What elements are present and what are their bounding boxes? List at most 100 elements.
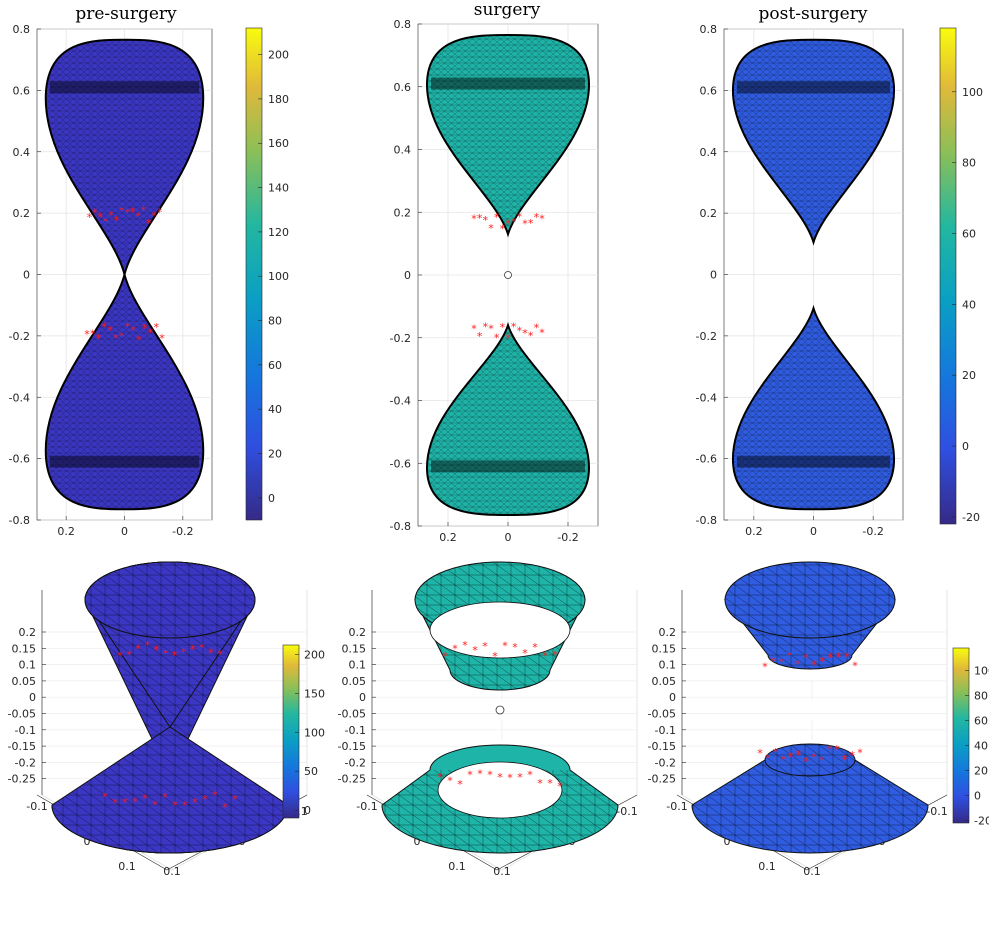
panels: 0.80.60.40.20-0.2-0.4-0.6-0.80.2 0 -0.2* * *… xyxy=(8,18,989,878)
red-marker: * xyxy=(542,649,548,662)
colorbar-tick-label: 40 xyxy=(974,740,988,753)
z-tick-label: 0 xyxy=(359,691,366,704)
cone-upper-cap-mesh xyxy=(725,562,895,638)
red-marker: * xyxy=(517,211,523,224)
cut-markers-upper: ************ xyxy=(117,639,223,662)
red-marker: * xyxy=(557,780,563,793)
surface-upper-mesh xyxy=(732,39,895,243)
y-tick-label: -0.4 xyxy=(696,391,717,404)
red-marker: * xyxy=(482,640,488,653)
surface-lower-band xyxy=(49,455,200,468)
red-marker: * xyxy=(130,205,136,218)
red-marker: * xyxy=(135,210,141,223)
red-marker: * xyxy=(803,651,809,664)
red-marker: * xyxy=(826,743,832,756)
red-marker: * xyxy=(534,211,540,224)
colorbar-tick-label: 40 xyxy=(268,403,282,416)
colorbar-tick-label: 80 xyxy=(974,690,988,703)
y-tick-label: -0.2 xyxy=(390,332,411,345)
x-tick-label-3d: 0.1 xyxy=(118,860,136,873)
z-tick-label: 0.2 xyxy=(19,626,37,639)
red-marker: * xyxy=(126,648,132,661)
x-tick-label: 0 xyxy=(121,525,128,538)
red-marker: * xyxy=(511,216,517,229)
red-marker: * xyxy=(135,642,141,655)
red-marker: * xyxy=(96,332,102,345)
red-marker: * xyxy=(517,771,523,784)
red-marker: * xyxy=(232,793,238,806)
red-marker: * xyxy=(507,772,513,785)
red-marker: * xyxy=(471,323,477,336)
colorbar xyxy=(939,27,957,525)
y-tick-label: 0.2 xyxy=(700,207,718,220)
red-marker: * xyxy=(141,204,147,217)
z-tick-label: -0.2 xyxy=(15,756,36,769)
surface-lower-mesh xyxy=(45,274,204,510)
red-marker: * xyxy=(483,321,489,334)
title-post-surgery: post-surgery xyxy=(759,4,868,24)
colorbar-tick-label: 40 xyxy=(962,298,976,311)
colorbar-tick-label: 60 xyxy=(962,227,976,240)
red-marker: * xyxy=(182,799,188,812)
cut-markers-lower: * * * * * * * * * * * * * * xyxy=(102,789,238,814)
cut-markers-lower: ************* xyxy=(471,321,545,345)
colorbar-tick-label: 100 xyxy=(304,726,325,739)
z-tick-label: -0.15 xyxy=(338,740,366,753)
red-marker: * xyxy=(795,658,801,671)
red-marker: * xyxy=(122,796,128,809)
y-tick-label-3d: -0.1 xyxy=(616,805,637,818)
red-marker: * xyxy=(836,651,842,664)
red-marker: * xyxy=(102,790,108,803)
y-tick-label: 0.6 xyxy=(700,84,718,97)
surface-upper-mesh xyxy=(45,39,204,275)
red-marker: * xyxy=(857,746,863,759)
red-marker: * xyxy=(539,213,545,226)
z-tick-label: -0.25 xyxy=(8,773,36,786)
x-tick-label: -0.2 xyxy=(862,525,883,538)
red-marker: * xyxy=(834,743,840,756)
red-marker: * xyxy=(494,332,500,345)
y-tick-label: 0.8 xyxy=(13,23,31,36)
z-tick-label: 0.05 xyxy=(652,675,677,688)
red-marker: * xyxy=(117,649,123,662)
z-tick-label: 0 xyxy=(669,691,676,704)
colorbar-tick-label: 80 xyxy=(268,315,282,328)
colorbar-tick-label: 0 xyxy=(962,440,969,453)
colorbar-tick-label: 100 xyxy=(962,86,983,99)
red-marker: * xyxy=(152,798,158,811)
red-marker: * xyxy=(181,646,187,659)
red-marker: * xyxy=(492,650,498,663)
y-tick-label-3d: -0.1 xyxy=(926,805,947,818)
y-tick-label: -0.2 xyxy=(696,330,717,343)
red-marker: * xyxy=(770,655,776,668)
red-marker: * xyxy=(442,650,448,663)
red-marker: * xyxy=(212,789,218,802)
red-marker: * xyxy=(163,648,169,661)
red-marker: * xyxy=(497,771,503,784)
y-tick-label: -0.8 xyxy=(696,514,717,527)
red-marker: * xyxy=(172,649,178,662)
red-marker: * xyxy=(462,639,468,652)
y-tick-label: -0.8 xyxy=(390,520,411,533)
x-tick-label-3d: 0 xyxy=(84,835,91,848)
y-tick-label-3d: 0.1 xyxy=(163,865,181,878)
red-marker: * xyxy=(819,754,825,767)
red-marker: * xyxy=(528,330,534,343)
colorbar-tick-label: 120 xyxy=(268,226,289,239)
y-tick-label: 0.8 xyxy=(700,23,718,36)
red-marker: * xyxy=(511,321,517,334)
cut-markers-upper: * * * ** ** * * * *** * xyxy=(87,204,163,230)
y-tick-label: 0.2 xyxy=(13,207,31,220)
y-tick-label: -0.4 xyxy=(390,395,411,408)
red-marker: * xyxy=(796,748,802,761)
red-marker: * xyxy=(552,649,558,662)
cut-markers-lower: ************* xyxy=(437,768,563,793)
z-tick-label: 0 xyxy=(29,691,36,704)
red-marker: * xyxy=(477,330,483,343)
red-marker: * xyxy=(124,206,130,219)
y-tick-label: -0.6 xyxy=(390,457,411,470)
cone-lower-top-mesh xyxy=(765,744,855,776)
red-marker: * xyxy=(505,217,511,230)
cut-markers-upper: ************ xyxy=(762,650,858,674)
